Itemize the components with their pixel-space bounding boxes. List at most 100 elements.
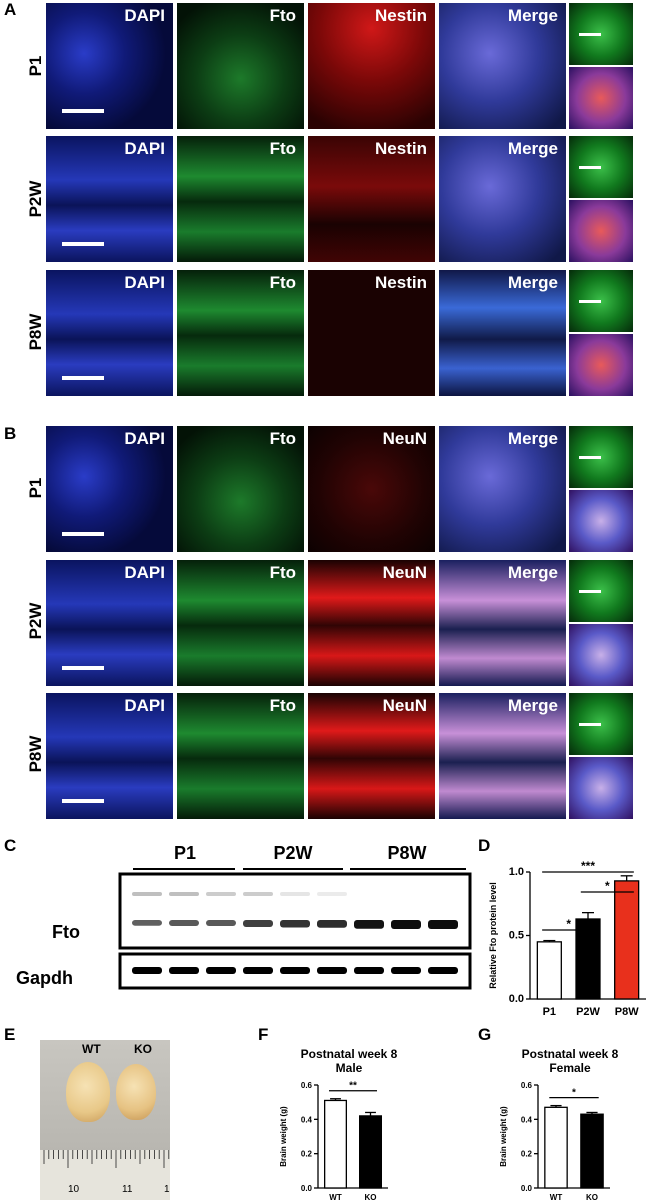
image-a-p8w-fto: Fto [177, 270, 304, 396]
blot-group-line [133, 868, 235, 870]
image-b-p1-neun: NeuN [308, 426, 435, 552]
channel-label: Merge [507, 273, 558, 292]
blot-group-line [350, 868, 466, 870]
channel-label: DAPI [124, 139, 165, 158]
image-a-p2w-fto: Fto [177, 136, 304, 262]
y-tick-label: 0.5 [509, 930, 524, 942]
gapdh-band [206, 967, 236, 974]
row-label-b-p1: P1 [26, 477, 45, 499]
fto-upper-band [169, 892, 199, 896]
channel-label: Merge [507, 6, 558, 25]
inset-b-p8w-merge [569, 757, 633, 819]
image-b-p8w-fto: Fto [177, 693, 304, 819]
channel-label: DAPI [124, 6, 165, 25]
x-tick-label: P1 [543, 1006, 556, 1018]
channel-label: Nestin [375, 6, 427, 25]
channel-label: DAPI [124, 429, 165, 448]
image-a-p2w-dapi: DAPI [46, 136, 173, 262]
channel-label: Fto [269, 696, 296, 715]
scale-bar [579, 166, 601, 169]
panel-label-f: F [258, 1025, 269, 1044]
western-blot [118, 872, 472, 990]
chart-subtitle: Male [336, 1061, 363, 1075]
inset-a-p1-fto [569, 3, 633, 65]
bar-ko [580, 1113, 604, 1189]
channel-label: Nestin [375, 139, 427, 158]
scale-bar [62, 532, 104, 536]
blot-group-label-p1: P1 [173, 843, 197, 863]
significance-label: ** [349, 1081, 357, 1092]
blot-label-fto: Fto [52, 922, 80, 942]
y-tick-label: 0.0 [521, 1184, 533, 1193]
gapdh-bands [132, 967, 458, 974]
channel-label: DAPI [124, 273, 165, 292]
row-label-b-p2w: P2W [26, 602, 45, 640]
significance-label: * [572, 1088, 576, 1099]
channel-label: DAPI [124, 563, 165, 582]
x-tick-label: P2W [576, 1006, 600, 1018]
fto-upper-band [428, 892, 458, 896]
blot-group-line [243, 868, 343, 870]
bar-wt [544, 1106, 568, 1189]
inset-b-p2w-fto [569, 560, 633, 622]
image-b-p8w-neun: NeuN [308, 693, 435, 819]
significance-label: * [605, 879, 610, 893]
channel-label: Fto [269, 139, 296, 158]
row-label-a-p8w: P8W [26, 313, 45, 351]
channel-label: NeuN [382, 563, 427, 582]
image-a-p8w-nestin: Nestin [308, 270, 435, 396]
image-a-p2w-nestin: Nestin [308, 136, 435, 262]
fto-upper-band [317, 892, 347, 896]
image-a-p8w-dapi: DAPI [46, 270, 173, 396]
fto-band [428, 920, 458, 929]
inset-b-p8w-fto [569, 693, 633, 755]
channel-label: Fto [269, 6, 296, 25]
channel-label: Merge [507, 139, 558, 158]
fto-band [243, 920, 273, 927]
scale-bar [62, 799, 104, 803]
fto-band [132, 920, 162, 926]
fto-upper-band [206, 892, 236, 896]
fto-band [280, 920, 310, 928]
y-axis-label: Brain weight (g) [499, 1106, 508, 1167]
image-a-p1-dapi: DAPI [46, 3, 173, 129]
x-tick-label: KO [586, 1193, 598, 1202]
fto-upper-band [354, 892, 384, 896]
inset-a-p8w-merge [569, 334, 633, 396]
x-tick-label: KO [365, 1193, 377, 1202]
row-label-a-p1: P1 [26, 55, 45, 77]
fto-band [354, 920, 384, 929]
y-tick-label: 0.6 [521, 1081, 533, 1090]
fto-band [391, 920, 421, 929]
scale-bar [579, 33, 601, 36]
inset-b-p1-fto [569, 426, 633, 488]
scale-bar [62, 376, 104, 380]
row-label-a-p2w: P2W [26, 180, 45, 218]
image-b-p2w-merge: Merge [439, 560, 566, 686]
scale-bar [579, 300, 601, 303]
inset-a-p2w-merge [569, 200, 633, 262]
y-axis-label: Relative Fto protein level [488, 882, 498, 989]
brain-wt [66, 1062, 110, 1122]
chart-subtitle: Female [549, 1061, 591, 1075]
fto-upper-band [280, 892, 310, 896]
scale-bar [579, 456, 601, 459]
blot-group-label-p8w: P8W [387, 843, 427, 863]
image-b-p1-fto: Fto [177, 426, 304, 552]
y-tick-label: 0.0 [509, 993, 524, 1005]
panel-label-c: C [4, 836, 17, 855]
channel-label: Fto [269, 563, 296, 582]
image-b-p2w-fto: Fto [177, 560, 304, 686]
scale-bar [579, 590, 601, 593]
scale-bar [62, 666, 104, 670]
image-b-p1-dapi: DAPI [46, 426, 173, 552]
gapdh-band [132, 967, 162, 974]
panel-label-d: D [478, 836, 491, 855]
panel-label-b: B [4, 424, 17, 443]
blot-fto-frame [118, 872, 472, 950]
gapdh-band [391, 967, 421, 974]
y-tick-label: 0.0 [301, 1184, 313, 1193]
chart-title: Postnatal week 8 [522, 1047, 619, 1061]
fto-upper-band [132, 892, 162, 896]
